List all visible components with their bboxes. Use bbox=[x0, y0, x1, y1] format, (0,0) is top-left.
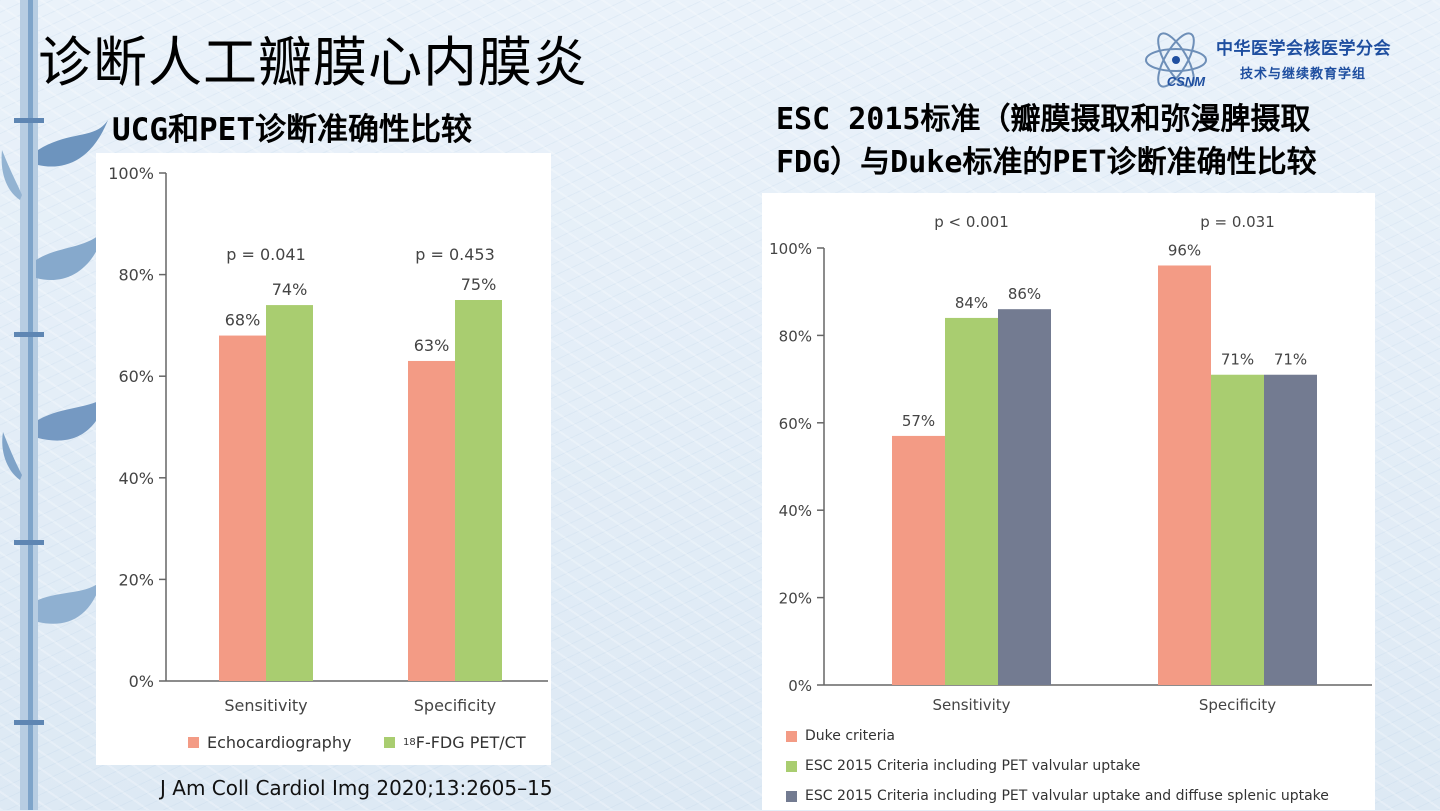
y-tick-label: 100% bbox=[108, 164, 154, 183]
value-label: 63% bbox=[414, 336, 450, 355]
legend-swatch-esc-valvular bbox=[786, 760, 797, 772]
right-chart-panel: 0% 20% 40% 60% 80% 100% 57% 84% 86% Sensitivity p … bbox=[762, 193, 1375, 810]
y-tick-label: 80% bbox=[779, 327, 812, 345]
right-chart-subtitle: ESC 2015标准（瓣膜摄取和弥漫脾摄取 FDG）与Duke标准的PET诊断准… bbox=[776, 98, 1317, 184]
legend-item-echocardiography: Echocardiography bbox=[188, 733, 351, 752]
y-tick-label: 40% bbox=[118, 469, 154, 488]
y-tick-label: 100% bbox=[769, 240, 812, 258]
slide-title: 诊断人工瓣膜心内膜炎 bbox=[38, 31, 588, 94]
legend-swatch-fdg-pet-ct bbox=[384, 737, 395, 748]
right-subtitle-line1: ESC 2015标准（瓣膜摄取和弥漫脾摄取 bbox=[776, 102, 1311, 137]
p-value-label: p < 0.001 bbox=[934, 213, 1009, 231]
y-tick-label: 60% bbox=[779, 415, 812, 433]
atom-emblem-icon: CSNM bbox=[1145, 32, 1207, 89]
journal-citation: J Am Coll Cardiol Img 2020;13:2605–15 bbox=[160, 776, 553, 800]
society-logo: CSNM 中华医学会核医学分会 技术与继续教育学组 bbox=[1142, 30, 1422, 92]
left-bar-chart: 0% 20% 40% 60% 80% 100% 68% 74% Sensitivity p = 0… bbox=[108, 164, 548, 715]
legend-label-esc-valvular: ESC 2015 Criteria including PET valvular… bbox=[805, 758, 1141, 774]
value-label: 71% bbox=[1274, 351, 1307, 369]
p-value-label: p = 0.453 bbox=[415, 245, 495, 264]
value-label: 68% bbox=[225, 311, 261, 330]
y-tick-label: 80% bbox=[118, 266, 154, 285]
legend-swatch-echocardiography bbox=[188, 737, 199, 748]
logo-group-name: 技术与继续教育学组 bbox=[1240, 67, 1367, 82]
y-tick-label: 20% bbox=[118, 570, 154, 589]
category-label-sensitivity: Sensitivity bbox=[932, 696, 1010, 714]
legend-label-echocardiography: Echocardiography bbox=[207, 733, 352, 752]
value-label: 86% bbox=[1008, 285, 1041, 303]
p-value-label: p = 0.041 bbox=[226, 245, 306, 264]
legend-label-duke: Duke criteria bbox=[805, 728, 895, 744]
bar-esc-2015-criteria-including-pet-valvular-uptake-sensitivity bbox=[945, 317, 998, 685]
bar-f-fdg-pet-ct-specificity bbox=[455, 300, 502, 681]
legend-swatch-duke bbox=[786, 730, 797, 742]
left-chart-panel: 0% 20% 40% 60% 80% 100% 68% 74% Sensitivity p = 0… bbox=[96, 153, 551, 765]
bar-esc-2015-criteria-including-pet-valvular-uptake-and-diffuse-splenic-uptake-sensitivity bbox=[998, 309, 1051, 685]
legend-label-fdg-pet-ct: F-FDG PET/CT bbox=[415, 733, 526, 752]
right-chart-legend: Duke criteria ESC 2015 Criteria includin… bbox=[786, 721, 1329, 811]
value-label: 75% bbox=[461, 275, 497, 294]
value-label: 84% bbox=[955, 294, 988, 312]
p-value-label: p = 0.031 bbox=[1200, 213, 1275, 231]
bar-duke-criteria-specificity bbox=[1158, 265, 1211, 685]
legend-item-duke-criteria: Duke criteria bbox=[786, 721, 1329, 751]
y-tick-label: 0% bbox=[788, 677, 812, 695]
value-label: 74% bbox=[272, 280, 308, 299]
category-label-specificity: Specificity bbox=[414, 696, 496, 715]
category-label-sensitivity: Sensitivity bbox=[224, 696, 307, 715]
legend-isotope-superscript: 18 bbox=[403, 737, 416, 748]
legend-item-esc-valvular: ESC 2015 Criteria including PET valvular… bbox=[786, 751, 1329, 781]
value-label: 96% bbox=[1168, 241, 1201, 259]
y-tick-label: 60% bbox=[118, 367, 154, 386]
y-tick-label: 0% bbox=[129, 672, 154, 691]
logo-society-name: 中华医学会核医学分会 bbox=[1216, 39, 1391, 59]
legend-item-fdg-pet-ct: 18 F-FDG PET/CT bbox=[384, 733, 526, 752]
legend-label-esc-valvular-splenic: ESC 2015 Criteria including PET valvular… bbox=[805, 788, 1329, 804]
bar-f-fdg-pet-ct-sensitivity bbox=[266, 305, 313, 681]
bar-esc-2015-criteria-including-pet-valvular-uptake-specificity bbox=[1211, 374, 1264, 685]
y-tick-label: 20% bbox=[779, 590, 812, 608]
legend-item-esc-valvular-splenic: ESC 2015 Criteria including PET valvular… bbox=[786, 781, 1329, 811]
bar-echocardiography-specificity bbox=[408, 360, 455, 681]
value-label: 57% bbox=[902, 412, 935, 430]
left-chart-subtitle: UCG和PET诊断准确性比较 bbox=[112, 112, 472, 148]
y-tick-label: 40% bbox=[779, 502, 812, 520]
right-subtitle-line2: FDG）与Duke标准的PET诊断准确性比较 bbox=[776, 145, 1317, 180]
bar-duke-criteria-sensitivity bbox=[892, 435, 945, 685]
category-label-specificity: Specificity bbox=[1199, 696, 1276, 714]
bamboo-decoration bbox=[1, 0, 108, 810]
logo-emblem-text: CSNM bbox=[1167, 74, 1206, 89]
bar-esc-2015-criteria-including-pet-valvular-uptake-and-diffuse-splenic-uptake-specificity bbox=[1264, 374, 1317, 685]
legend-swatch-esc-valvular-splenic bbox=[786, 790, 797, 802]
bar-echocardiography-sensitivity bbox=[219, 335, 266, 681]
value-label: 71% bbox=[1221, 351, 1254, 369]
right-bar-chart: 0% 20% 40% 60% 80% 100% 57% 84% 86% Sensitivity p … bbox=[769, 213, 1372, 714]
